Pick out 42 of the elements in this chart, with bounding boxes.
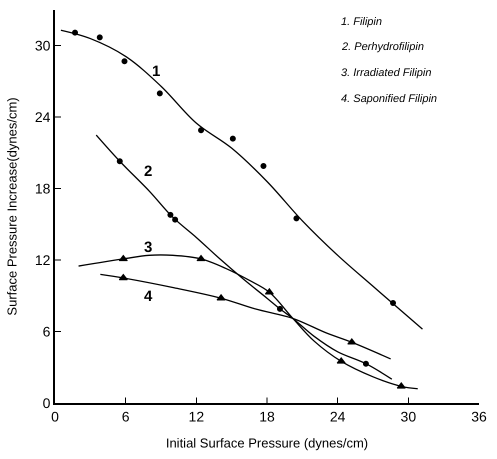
point (390, 300, 396, 306)
x-tick-label: 18 (259, 408, 275, 425)
x-tick-label: 24 (330, 408, 346, 425)
annotation: 2 (144, 163, 152, 180)
y-tick-label: 30 (34, 38, 51, 54)
annotation: 3 (144, 239, 152, 256)
y-tick-label: 6 (42, 323, 51, 340)
point (396, 382, 406, 389)
annotation: 4 (144, 288, 153, 305)
x-tick-label: 30 (400, 408, 416, 425)
point (72, 30, 78, 36)
point (293, 215, 300, 222)
x-tick-label: 12 (188, 408, 204, 425)
y-tick-label: 18 (34, 180, 51, 197)
point (198, 127, 204, 134)
point (96, 34, 103, 40)
annotation: 2. Perhydrofilipin (341, 41, 424, 53)
x-axis-title: Initial Surface Pressure (dynes/cm) (166, 436, 368, 451)
y-axis-title: Surface Pressure Increase(dynes/cm) (4, 97, 20, 316)
point (196, 254, 206, 262)
point (260, 163, 266, 170)
point (347, 338, 356, 345)
annotation: 1 (152, 63, 160, 80)
y-tick-label: 12 (34, 252, 51, 268)
x-tick-label: 36 (471, 408, 487, 425)
point (156, 90, 163, 96)
point (172, 216, 178, 223)
y-tick-label: 0 (42, 394, 51, 411)
point (116, 158, 123, 164)
point (121, 58, 128, 64)
annotation: 1. Filipin (341, 16, 382, 28)
point (118, 254, 128, 262)
point (230, 136, 236, 142)
annotation: 3. Irradiated Filipin (341, 67, 432, 79)
point (167, 212, 174, 218)
x-tick-label: 6 (122, 408, 130, 425)
point (336, 357, 346, 364)
y-tick-label: 24 (34, 109, 51, 126)
point (118, 274, 128, 280)
point (362, 360, 369, 367)
annotation: 4. Saponified Filipin (341, 93, 438, 105)
point (276, 306, 283, 312)
